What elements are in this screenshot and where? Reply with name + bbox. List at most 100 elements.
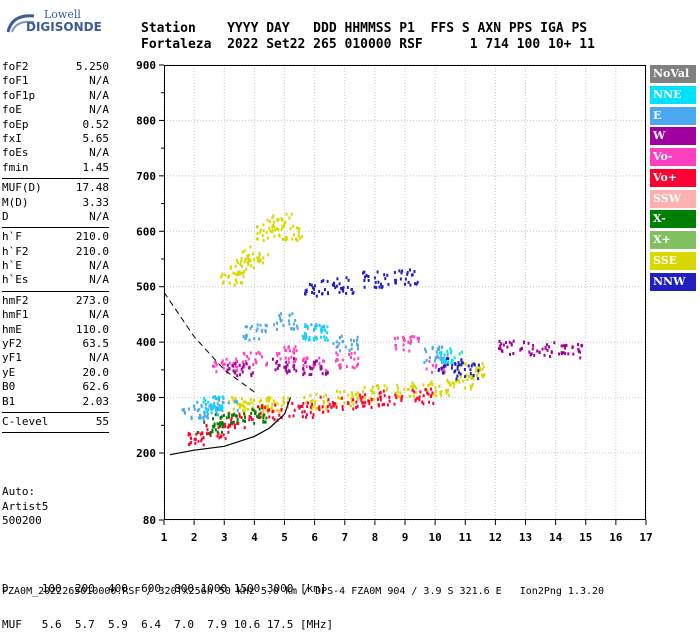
data-point (209, 431, 212, 435)
data-point (295, 369, 298, 373)
data-point (222, 413, 225, 417)
data-point (409, 394, 412, 398)
data-point (318, 405, 321, 409)
data-point (255, 237, 258, 241)
data-point (251, 371, 254, 375)
param-value: 0.52 (82, 117, 110, 131)
data-point (336, 353, 339, 357)
data-point (477, 369, 480, 373)
data-point (285, 365, 288, 369)
data-point (335, 402, 338, 406)
data-point (346, 285, 349, 289)
data-point (216, 434, 219, 438)
data-point (219, 423, 222, 427)
data-point (338, 342, 341, 346)
data-point (320, 365, 323, 369)
data-point (332, 404, 335, 408)
data-point (306, 405, 309, 409)
data-point (241, 370, 244, 374)
data-point (442, 368, 445, 372)
tick-label-x: 4 (251, 531, 258, 544)
data-point (314, 327, 317, 330)
data-point (471, 362, 474, 366)
param-label: h`F2 (2, 244, 29, 258)
data-point (200, 405, 203, 409)
legend-item-nnw: NNW (650, 272, 696, 291)
data-point (242, 275, 245, 279)
data-point (442, 356, 445, 360)
data-point (347, 401, 349, 405)
data-point (234, 278, 237, 282)
data-point (363, 279, 366, 282)
data-point (397, 395, 400, 398)
data-point (236, 369, 239, 372)
data-point (335, 284, 338, 288)
data-point (449, 383, 451, 387)
param-row-d: D N/A (2, 210, 109, 224)
data-point (460, 358, 463, 362)
data-point (577, 343, 579, 346)
data-point (351, 391, 353, 395)
param-row-hme: hmE 110.0 (2, 323, 109, 337)
data-point (272, 220, 275, 224)
param-label: C-level (2, 414, 49, 428)
data-point (363, 396, 366, 400)
data-point (457, 361, 460, 365)
data-point (226, 363, 229, 367)
data-point (445, 356, 448, 360)
data-point (370, 405, 373, 409)
data-point (279, 316, 282, 320)
data-point (339, 349, 342, 353)
param-row-mufd: MUF(D) 17.48 (2, 181, 109, 195)
data-point (216, 430, 219, 434)
param-label: fxI (2, 131, 22, 145)
data-point (188, 442, 191, 446)
param-value: 210.0 (75, 244, 109, 258)
data-point (286, 405, 289, 409)
data-point (295, 357, 298, 361)
data-point (244, 416, 246, 420)
data-point (266, 406, 269, 410)
data-point (407, 280, 410, 284)
data-point (450, 366, 453, 370)
data-point (202, 400, 205, 404)
data-point (416, 396, 419, 400)
legend-item-e: E (650, 106, 696, 125)
data-point (368, 402, 371, 406)
data-point (406, 272, 409, 276)
data-point (269, 396, 272, 400)
data-point (435, 363, 438, 367)
data-point (223, 362, 226, 366)
data-point (320, 280, 323, 284)
data-point (418, 336, 420, 340)
data-point (509, 352, 511, 356)
data-point (416, 280, 419, 284)
data-point (305, 365, 308, 369)
data-point (278, 352, 281, 356)
data-point (302, 402, 305, 405)
data-point (273, 234, 276, 238)
data-point (243, 352, 246, 356)
data-point (562, 351, 565, 355)
data-point (451, 358, 453, 362)
data-point (258, 260, 261, 264)
data-point (242, 271, 244, 275)
data-point (431, 345, 434, 349)
data-point (193, 437, 196, 441)
data-point (353, 339, 355, 343)
data-point (481, 362, 484, 365)
param-separator (2, 290, 109, 292)
data-point (348, 349, 351, 352)
data-point (295, 324, 298, 328)
data-point (408, 349, 411, 353)
data-point (257, 405, 259, 409)
data-point (268, 399, 271, 403)
data-point (357, 362, 360, 366)
data-point (204, 402, 207, 406)
data-point (394, 337, 397, 341)
data-point (428, 400, 431, 404)
data-point (256, 323, 259, 327)
data-point (339, 365, 342, 369)
data-point (266, 410, 269, 414)
data-point (221, 409, 224, 412)
